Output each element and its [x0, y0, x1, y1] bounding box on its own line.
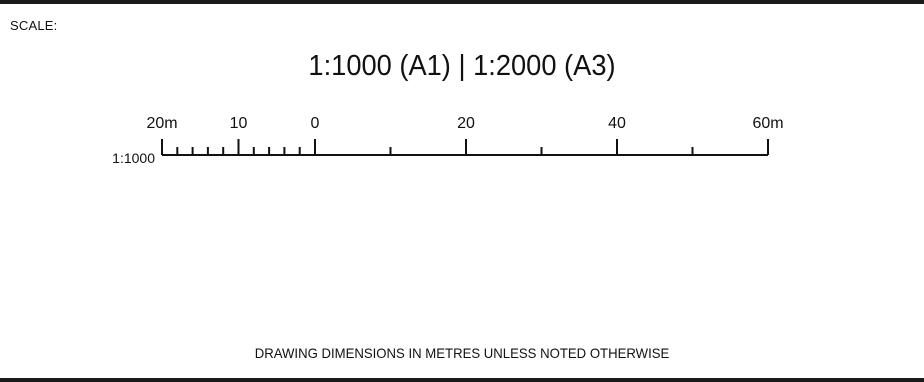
- bottom-border: [0, 378, 924, 382]
- scale-bar-ratio-label: 1:1000: [112, 150, 155, 166]
- scale-heading: SCALE:: [10, 18, 58, 33]
- scale-bar: 1:1000 20m 10 0 20 40 60m: [112, 115, 783, 166]
- dimensions-note: DRAWING DIMENSIONS IN METRES UNLESS NOTE…: [254, 345, 670, 361]
- scale-ratio-title: 1:1000 (A1) | 1:2000 (A3): [308, 50, 616, 82]
- tick-label: 20m: [146, 115, 177, 132]
- tick-label: 0: [311, 115, 320, 132]
- tick-label: 20: [457, 115, 475, 132]
- tick-label: 40: [608, 115, 626, 132]
- top-border: [0, 0, 924, 4]
- tick-label: 10: [230, 115, 248, 132]
- tick-label: 60m: [752, 115, 783, 132]
